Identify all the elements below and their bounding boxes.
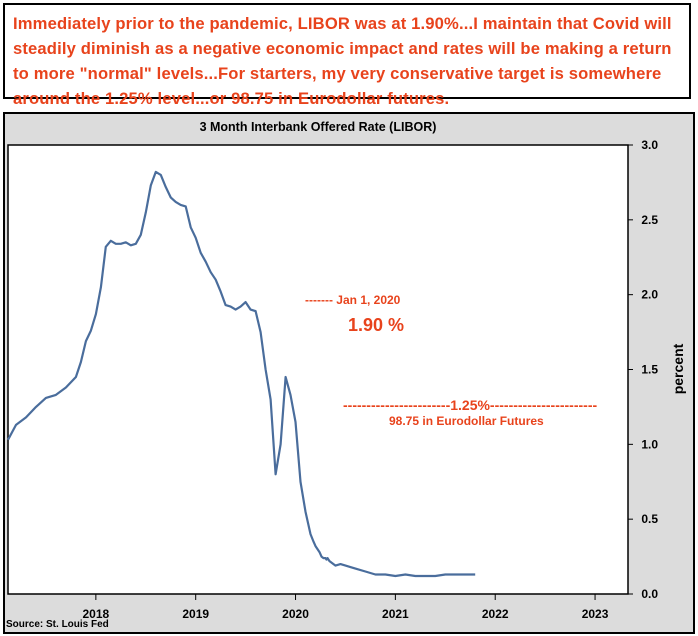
y-tick-label: 1.5 xyxy=(641,363,658,377)
x-tick-label: 2018 xyxy=(83,607,110,621)
x-tick-label: 2019 xyxy=(182,607,209,621)
x-tick-label: 2021 xyxy=(382,607,409,621)
y-tick-label: 2.5 xyxy=(641,213,658,227)
y-tick-label: 1.0 xyxy=(641,437,658,451)
y-axis-label: percent xyxy=(670,343,686,394)
annotation-eurodollar: 98.75 in Eurodollar Futures xyxy=(389,414,544,428)
x-tick-label: 2020 xyxy=(282,607,309,621)
chart-title: 3 Month Interbank Offered Rate (LIBOR) xyxy=(200,120,437,134)
x-tick-label: 2023 xyxy=(582,607,609,621)
annotation-190-value: 1.90 % xyxy=(348,315,404,335)
y-axis-ticks: 0.0 0.5 1.0 1.5 2.0 2.5 3.0 xyxy=(628,138,658,601)
source-note: Source: St. Louis Fed xyxy=(6,619,109,630)
headline-text: Immediately prior to the pandemic, LIBOR… xyxy=(13,14,672,108)
y-tick-label: 2.0 xyxy=(641,288,658,302)
x-tick-label: 2022 xyxy=(482,607,509,621)
y-tick-label: 0.0 xyxy=(641,587,658,601)
headline-box: Immediately prior to the pandemic, LIBOR… xyxy=(3,3,691,108)
y-tick-label: 3.0 xyxy=(641,138,658,152)
y-tick-label: 0.5 xyxy=(641,512,658,526)
x-axis-ticks: 2018 2019 2020 2021 2022 2023 xyxy=(83,594,609,621)
series-line xyxy=(7,170,476,578)
plot-area xyxy=(7,144,629,595)
annotation-125-level: -----------------------1.25%------------… xyxy=(343,397,597,413)
annotation-jan-2020: ------- Jan 1, 2020 xyxy=(305,293,401,307)
